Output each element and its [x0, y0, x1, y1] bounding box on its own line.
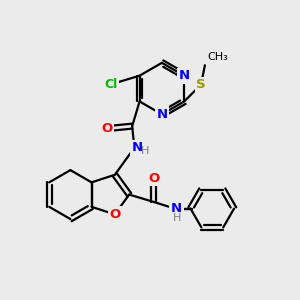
Text: O: O: [101, 122, 112, 135]
Text: O: O: [109, 208, 120, 221]
Text: CH₃: CH₃: [207, 52, 228, 62]
Text: N: N: [178, 69, 190, 82]
Text: O: O: [148, 172, 160, 185]
Text: H: H: [141, 146, 149, 156]
Text: H: H: [172, 214, 181, 224]
Text: S: S: [196, 78, 206, 91]
Text: N: N: [156, 108, 167, 121]
Text: N: N: [132, 141, 143, 154]
Text: Cl: Cl: [104, 78, 118, 91]
Text: N: N: [171, 202, 182, 215]
